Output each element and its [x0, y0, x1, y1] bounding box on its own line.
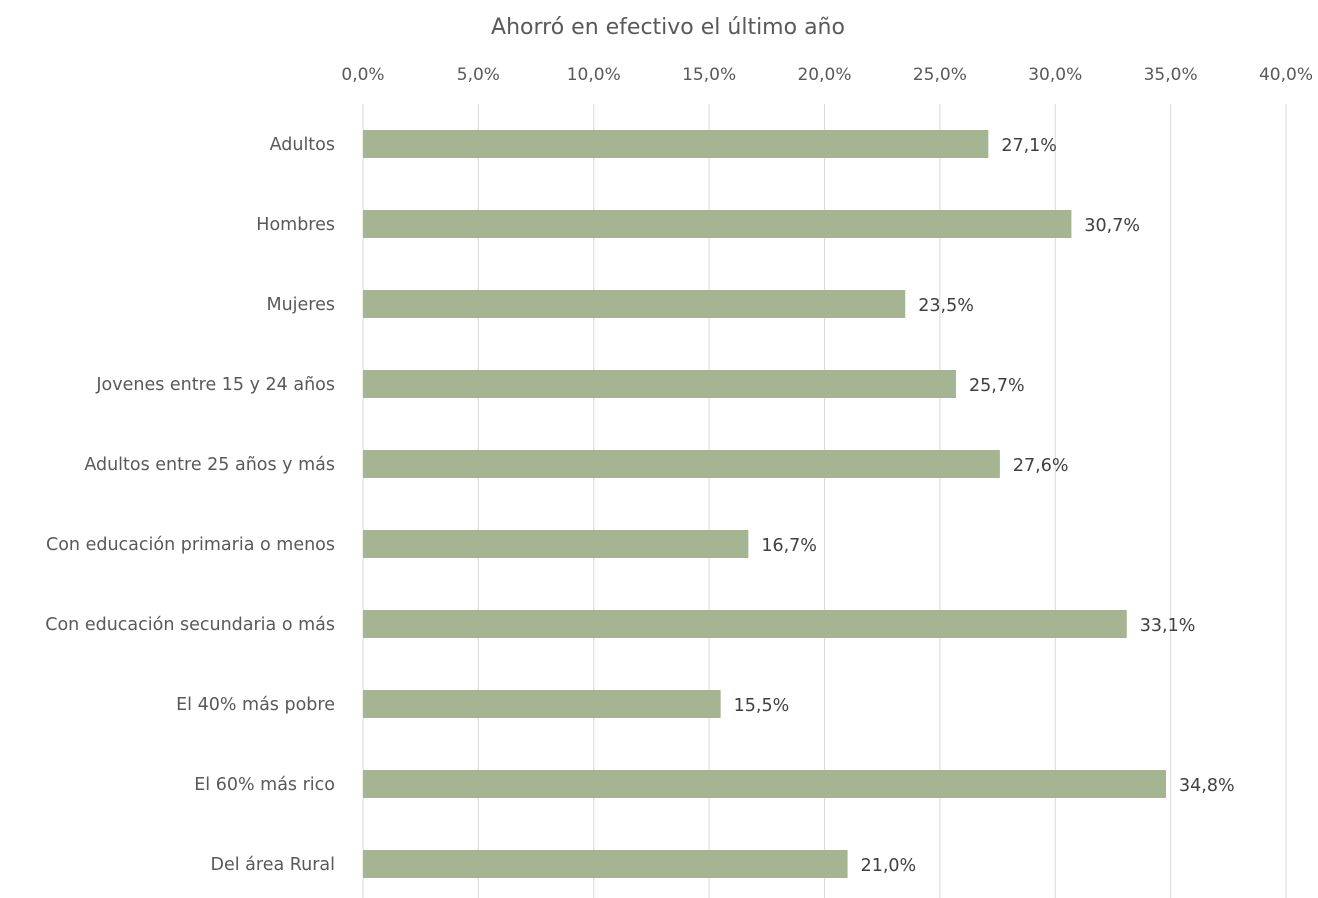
- data-labels: 27,1% 30,7% 23,5% 25,7% 27,6% 16,7% 33,1% 15,5%…: [734, 136, 1235, 876]
- data-label: 27,6%: [1013, 456, 1069, 476]
- x-tick-label: 0,0%: [341, 65, 384, 85]
- x-tick-label: 10,0%: [567, 65, 621, 85]
- bars: [363, 130, 1167, 878]
- category-label: El 60% más rico: [194, 775, 335, 795]
- x-axis-ticks: 0,0% 5,0% 10,0% 15,0% 20,0% 25,0% 30,0% 35,0% 40…: [341, 65, 1313, 85]
- bar: [363, 850, 848, 878]
- category-label: El 40% más pobre: [176, 695, 335, 715]
- data-label: 27,1%: [1001, 136, 1057, 156]
- category-label: Con educación secundaria o más: [45, 615, 335, 635]
- category-labels: Adultos Hombres Mujeres Jovenes entre 15 y …: [45, 135, 335, 875]
- category-label: Mujeres: [266, 295, 335, 315]
- data-label: 34,8%: [1179, 776, 1235, 796]
- x-tick-label: 5,0%: [457, 65, 500, 85]
- x-tick-label: 25,0%: [913, 65, 967, 85]
- bar: [363, 690, 721, 718]
- category-label: Adultos: [270, 135, 335, 155]
- chart-title: Ahorró en efectivo el último año: [491, 15, 845, 40]
- x-tick-label: 20,0%: [797, 65, 851, 85]
- category-label: Del área Rural: [211, 855, 336, 875]
- data-label: 25,7%: [969, 376, 1025, 396]
- data-label: 21,0%: [861, 856, 917, 876]
- data-label: 16,7%: [761, 536, 817, 556]
- data-label: 30,7%: [1084, 216, 1140, 236]
- category-label: Hombres: [256, 215, 335, 235]
- x-tick-label: 35,0%: [1144, 65, 1198, 85]
- bar: [363, 210, 1072, 238]
- bar: [363, 130, 989, 158]
- bar: [363, 610, 1127, 638]
- bar: [363, 770, 1167, 798]
- x-tick-label: 40,0%: [1259, 65, 1313, 85]
- data-label: 15,5%: [734, 696, 790, 716]
- category-label: Con educación primaria o menos: [46, 535, 335, 555]
- x-tick-label: 15,0%: [682, 65, 736, 85]
- bar: [363, 450, 1000, 478]
- category-label: Jovenes entre 15 y 24 años: [95, 375, 335, 395]
- data-label: 33,1%: [1140, 616, 1196, 636]
- bar: [363, 370, 957, 398]
- x-tick-label: 30,0%: [1028, 65, 1082, 85]
- bar: [363, 290, 906, 318]
- bar: [363, 530, 749, 558]
- category-label: Adultos entre 25 años y más: [84, 455, 335, 475]
- data-label: 23,5%: [918, 296, 974, 316]
